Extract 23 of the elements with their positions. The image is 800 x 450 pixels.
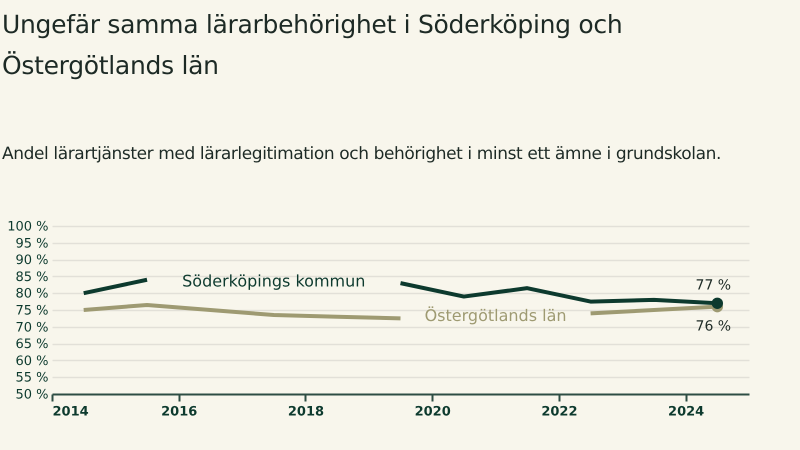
chart-subtitle: Andel lärartjänster med lärarlegitimation och behörighet i minst ett ämne i grundskolan. (1, 143, 722, 166)
x-tick-label: 2024 (668, 404, 704, 420)
x-tick-label: 2014 (52, 404, 89, 420)
y-tick-label: 65 % (15, 337, 48, 352)
y-tick-label: 70 % (15, 320, 48, 336)
y-tick-label: 50 % (15, 388, 48, 402)
y-tick-label: 75 % (15, 304, 48, 318)
x-tick-label: 2016 (161, 404, 198, 420)
y-tick-label: 85 % (15, 270, 48, 285)
y-tick-label: 90 % (15, 253, 48, 268)
y-tick-label: 80 % (15, 286, 48, 302)
y-tick-label: 55 % (15, 370, 48, 386)
data-label: 76 % (696, 318, 732, 335)
y-tick-label: 95 % (15, 236, 48, 252)
chart-title: Ungefär samma lärarbehörighet i Söderköping och Östergötlands län (1, 9, 624, 82)
text: Söderköpings kommun (182, 271, 366, 290)
y-tick-label: 100 % (7, 220, 48, 234)
x-tick-label: 2022 (541, 404, 578, 420)
series-label: Östergötlands län (424, 306, 567, 325)
x-tick-label: 2018 (288, 404, 324, 420)
data-label: 77 % (696, 277, 732, 294)
x-tick-label: 2020 (414, 404, 451, 420)
y-tick-label: 60 % (15, 354, 48, 369)
